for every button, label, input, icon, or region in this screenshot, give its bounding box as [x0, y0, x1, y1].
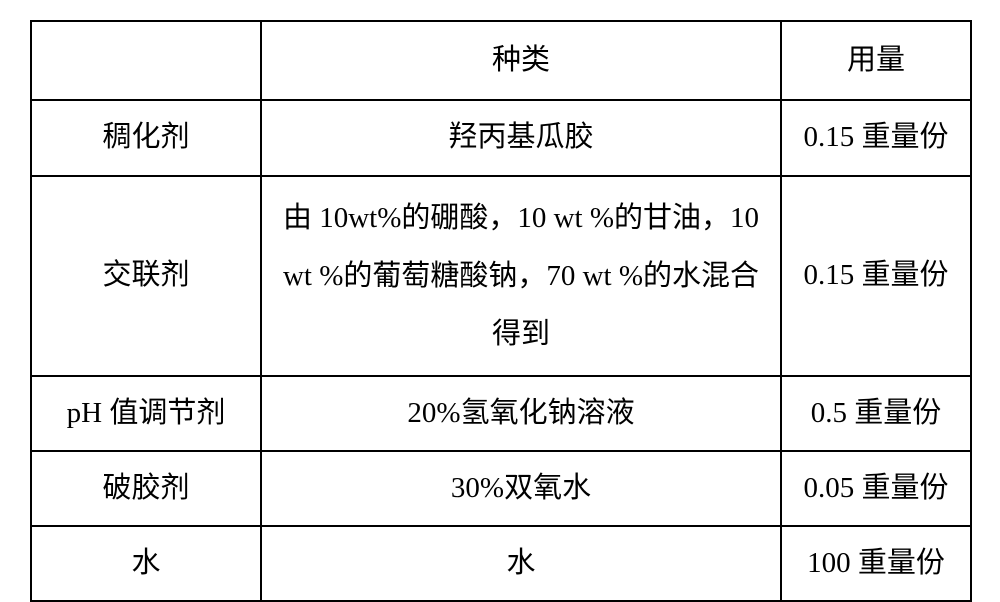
cell-type: 水 [261, 526, 781, 601]
table-row: 水 水 100 重量份 [31, 526, 971, 601]
table-row: pH 值调节剂 20%氢氧化钠溶液 0.5 重量份 [31, 376, 971, 451]
cell-amount: 0.5 重量份 [781, 376, 971, 451]
header-cell-component [31, 21, 261, 100]
cell-component: 水 [31, 526, 261, 601]
cell-type: 羟丙基瓜胶 [261, 100, 781, 175]
cell-component: 交联剂 [31, 176, 261, 376]
table-row: 破胶剂 30%双氧水 0.05 重量份 [31, 451, 971, 526]
header-cell-type: 种类 [261, 21, 781, 100]
cell-component: 破胶剂 [31, 451, 261, 526]
cell-component: 稠化剂 [31, 100, 261, 175]
cell-type: 30%双氧水 [261, 451, 781, 526]
cell-amount: 0.05 重量份 [781, 451, 971, 526]
cell-type: 20%氢氧化钠溶液 [261, 376, 781, 451]
table-row: 稠化剂 羟丙基瓜胶 0.15 重量份 [31, 100, 971, 175]
cell-amount: 0.15 重量份 [781, 176, 971, 376]
table-row: 交联剂 由 10wt%的硼酸，10 wt %的甘油，10 wt %的葡萄糖酸钠，… [31, 176, 971, 376]
cell-type: 由 10wt%的硼酸，10 wt %的甘油，10 wt %的葡萄糖酸钠，70 w… [261, 176, 781, 376]
cell-amount: 100 重量份 [781, 526, 971, 601]
table-header-row: 种类 用量 [31, 21, 971, 100]
header-cell-amount: 用量 [781, 21, 971, 100]
composition-table: 种类 用量 稠化剂 羟丙基瓜胶 0.15 重量份 交联剂 由 10wt%的硼酸，… [30, 20, 972, 602]
cell-component: pH 值调节剂 [31, 376, 261, 451]
cell-amount: 0.15 重量份 [781, 100, 971, 175]
